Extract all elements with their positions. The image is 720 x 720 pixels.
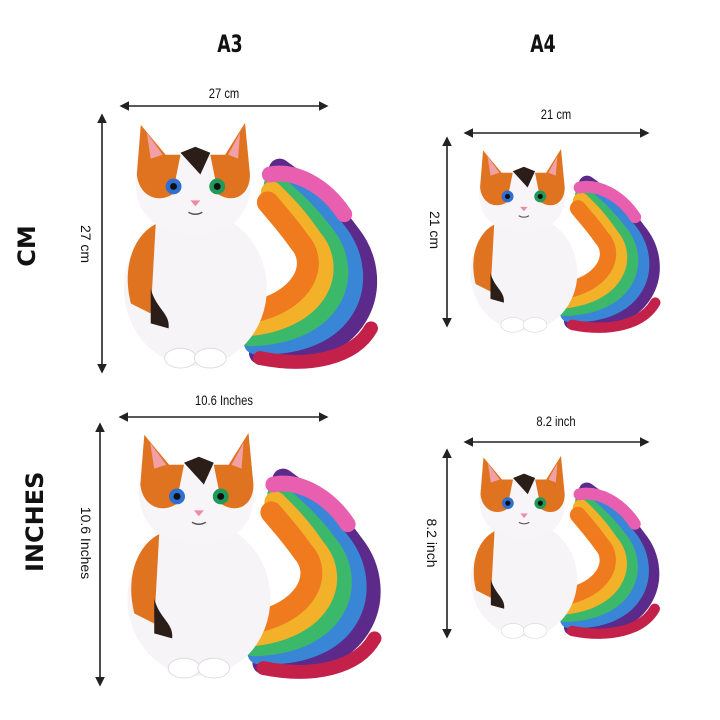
cat-puzzle-image-a3-cm	[110, 115, 380, 373]
a4-in-height-label: 8.2 inch	[424, 518, 440, 568]
a4-cm-height-label: 21 cm	[427, 210, 443, 250]
a3-cm-height-label: 27 cm	[78, 224, 94, 264]
a4-in-width-label: 8.2 inch	[536, 413, 576, 429]
cat-puzzle-image-a3-inches	[112, 425, 385, 683]
a4-cm-width-label: 21 cm	[540, 106, 572, 122]
cat-puzzle-image-a4-inches	[460, 450, 662, 642]
cat-puzzle-image-a4-cm	[460, 143, 662, 336]
a3-in-height-label: 10.6 Inches	[78, 506, 94, 580]
a3-in-width-label: 10.6 Inches	[195, 392, 253, 408]
a3-cm-width-label: 27 cm	[208, 85, 240, 101]
column-header-a4: A4	[530, 30, 556, 58]
column-header-a3: A3	[217, 30, 243, 58]
